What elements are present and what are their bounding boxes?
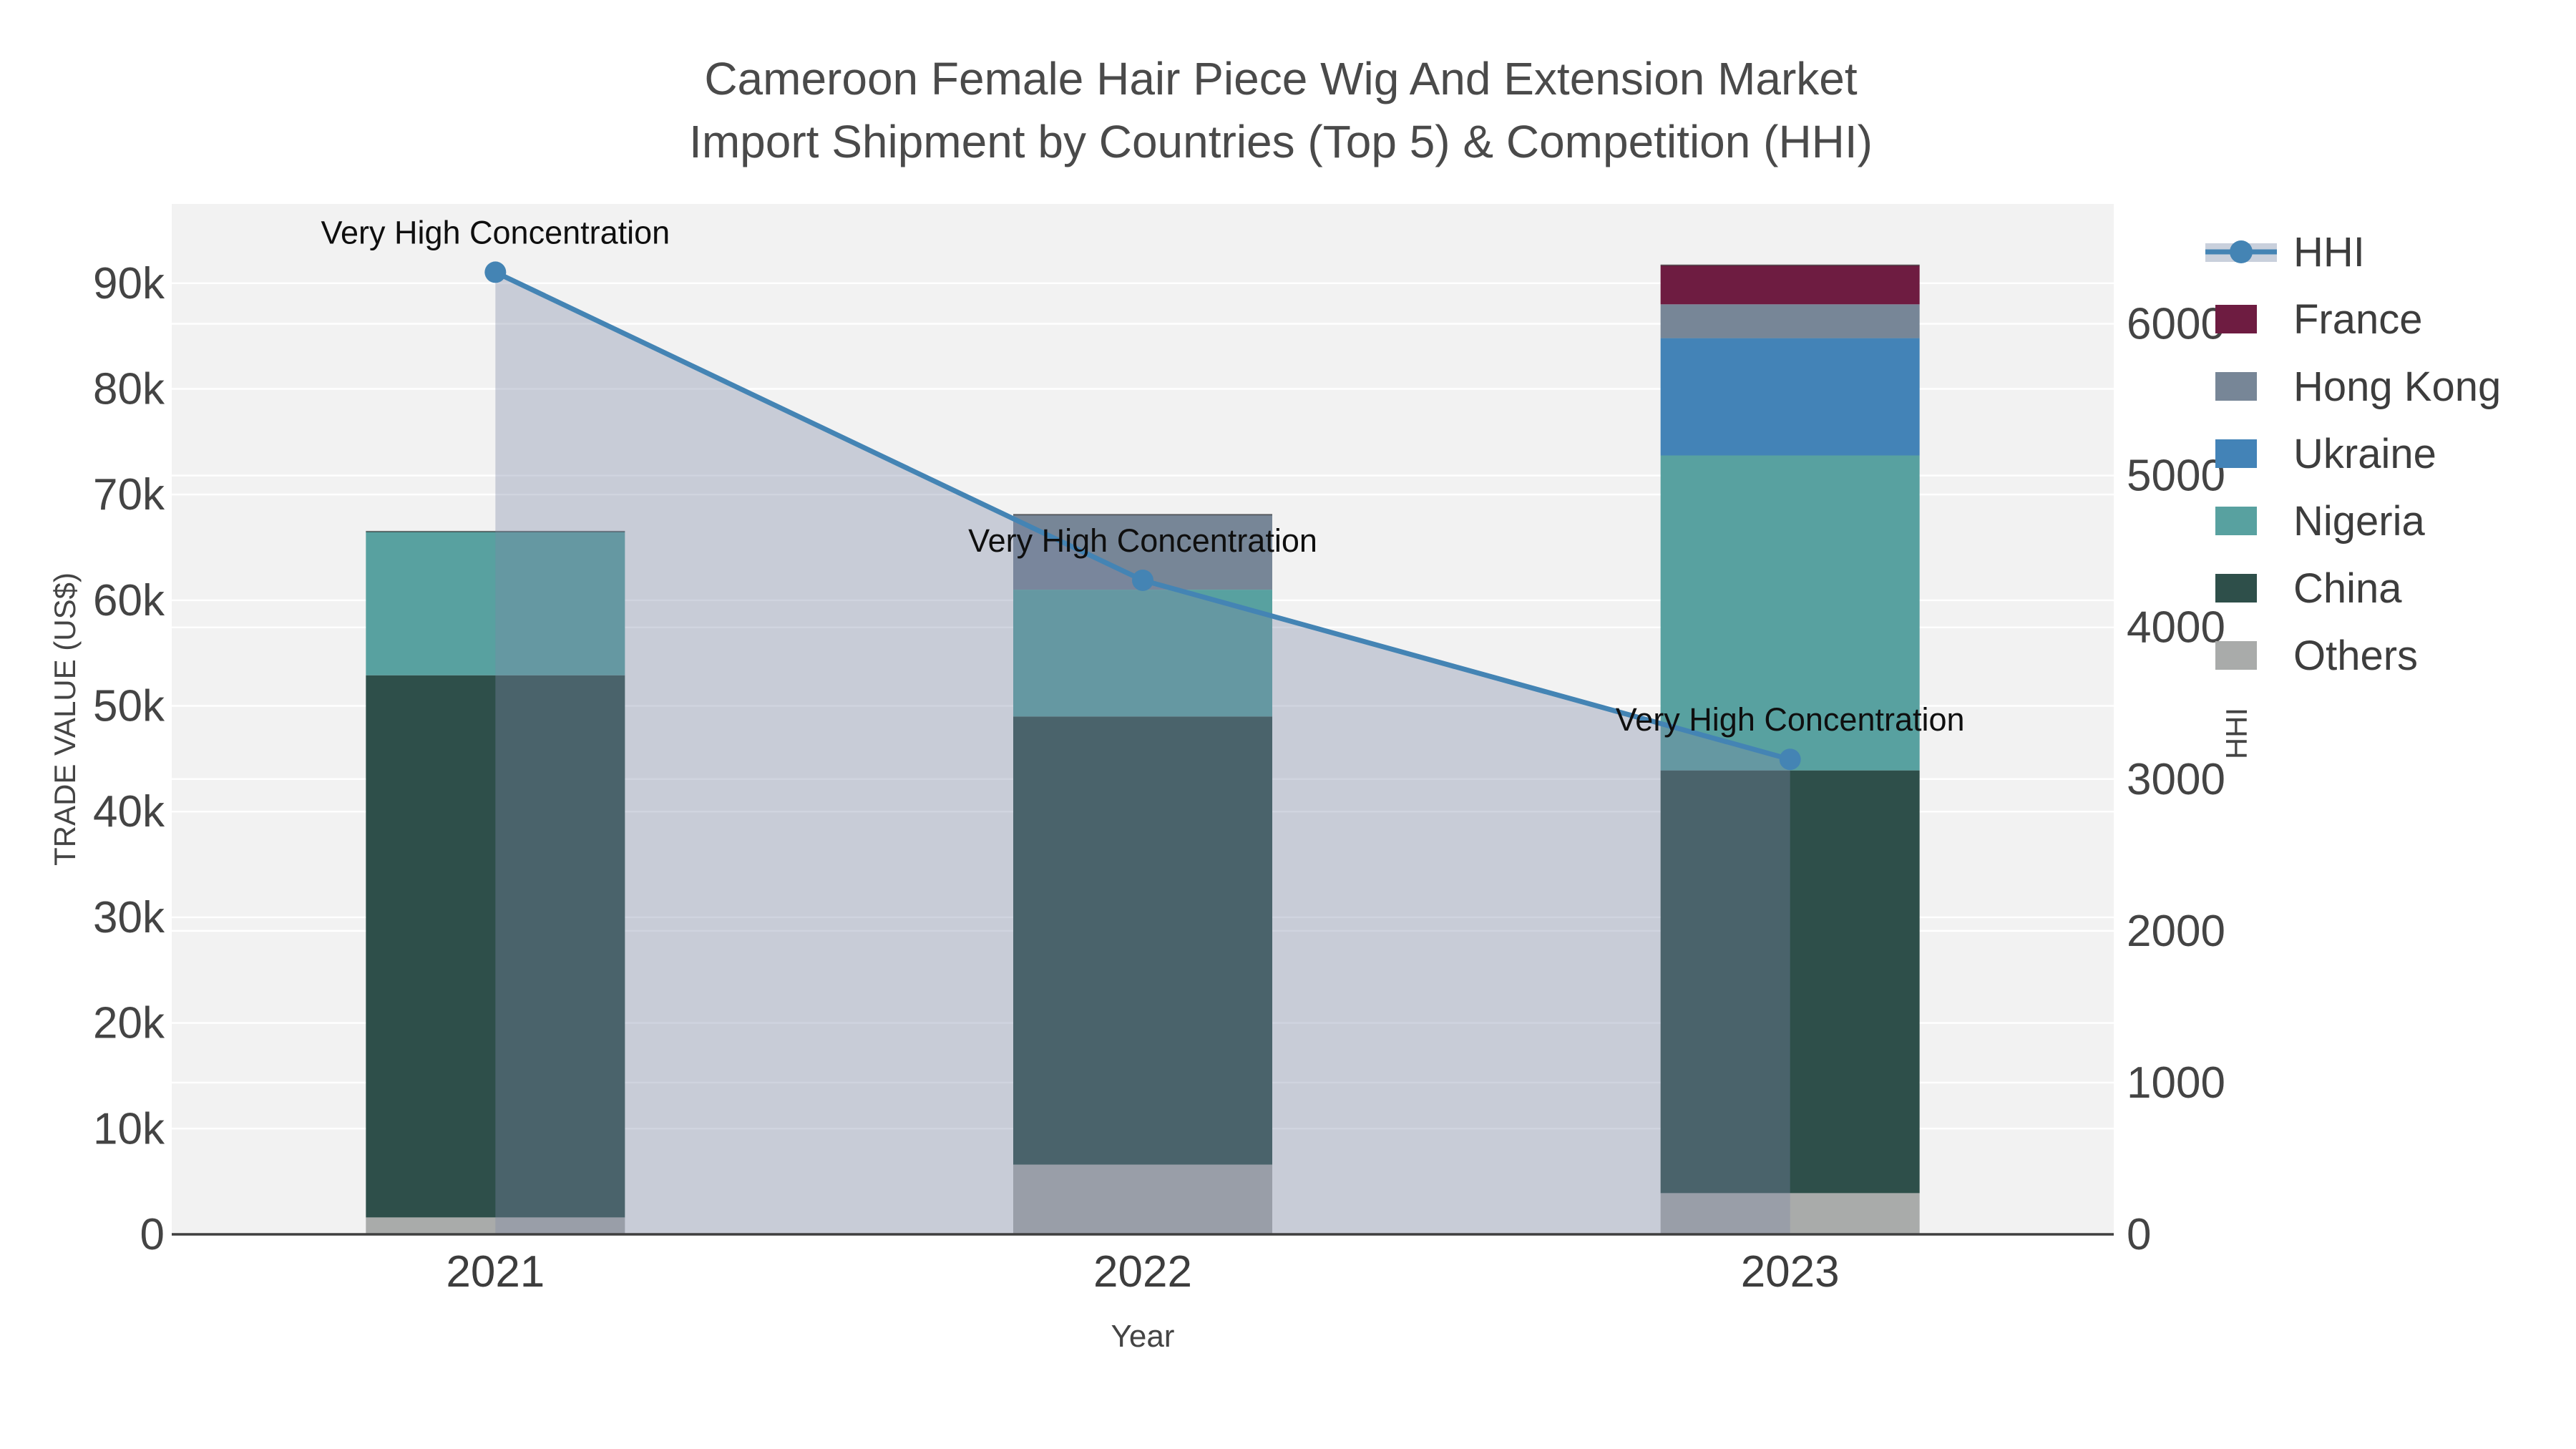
y-axis-title: TRADE VALUE (US$) xyxy=(48,572,82,866)
y2-axis-tick-1000: 1000 xyxy=(2127,1058,2225,1108)
legend-swatch-ukraine xyxy=(2215,439,2257,468)
bar-segment-hong-kong-2023[interactable] xyxy=(1660,304,1920,338)
bar-segment-china-2021[interactable] xyxy=(366,675,625,1218)
bar-segment-china-2022[interactable] xyxy=(1013,716,1272,1165)
legend-label-ukraine[interactable]: Ukraine xyxy=(2293,431,2436,477)
legend-label-china[interactable]: China xyxy=(2293,565,2402,612)
y-axis-tick-30k: 30k xyxy=(93,893,165,942)
bar-segment-others-2022[interactable] xyxy=(1013,1164,1272,1234)
legend-swatch-nigeria xyxy=(2215,507,2257,535)
y-axis-tick-10k: 10k xyxy=(93,1104,165,1153)
y-axis-tick-70k: 70k xyxy=(93,470,165,519)
legend-label-france[interactable]: France xyxy=(2293,296,2423,343)
y-axis-tick-0: 0 xyxy=(140,1210,165,1259)
y-axis-tick-40k: 40k xyxy=(93,787,165,836)
y2-axis-tick-3000: 3000 xyxy=(2127,755,2225,804)
bar-segment-france-2023[interactable] xyxy=(1660,265,1920,305)
bar-segment-nigeria-2021[interactable] xyxy=(366,531,625,675)
bar-segment-others-2021[interactable] xyxy=(366,1217,625,1234)
annotation-2023: Very High Concentration xyxy=(1616,701,1965,738)
y2-axis-tick-5000: 5000 xyxy=(2127,452,2225,501)
y-axis-tick-50k: 50k xyxy=(93,682,165,731)
y-axis-tick-90k: 90k xyxy=(93,259,165,308)
x-axis-tick-2022: 2022 xyxy=(1093,1247,1192,1297)
annotation-2021: Very High Concentration xyxy=(321,214,670,250)
legend-swatch-france xyxy=(2215,305,2257,333)
y2-axis-tick-6000: 6000 xyxy=(2127,300,2225,349)
legend-swatch-others xyxy=(2215,641,2257,670)
y-axis-tick-60k: 60k xyxy=(93,576,165,625)
hhi-marker-2023[interactable] xyxy=(1779,748,1801,771)
chart-title-line2: Import Shipment by Countries (Top 5) & C… xyxy=(689,116,1873,167)
x-axis-title: Year xyxy=(1111,1319,1175,1354)
bar-segment-china-2023[interactable] xyxy=(1660,770,1920,1194)
hhi-marker-2021[interactable] xyxy=(484,261,507,283)
legend-hhi-marker-icon xyxy=(2230,240,2253,263)
legend-label-nigeria[interactable]: Nigeria xyxy=(2293,498,2425,545)
y2-axis-tick-2000: 2000 xyxy=(2127,907,2225,956)
bar-segment-ukraine-2023[interactable] xyxy=(1660,338,1920,456)
bar-segment-nigeria-2023[interactable] xyxy=(1660,455,1920,771)
hhi-area-fill xyxy=(495,272,1790,1234)
y2-axis-tick-0: 0 xyxy=(2127,1210,2151,1259)
hhi-marker-2022[interactable] xyxy=(1132,569,1153,591)
legend-swatch-china xyxy=(2215,574,2257,602)
x-axis-tick-2021: 2021 xyxy=(446,1247,545,1297)
x-axis-tick-2023: 2023 xyxy=(1741,1247,1840,1297)
bar-segment-others-2023[interactable] xyxy=(1660,1193,1920,1234)
chart-title: Cameroon Female Hair Piece Wig And Exten… xyxy=(0,47,2562,173)
legend-label-hhi[interactable]: HHI xyxy=(2293,229,2365,275)
y-axis-tick-80k: 80k xyxy=(93,364,165,414)
y2-axis-title: HHI xyxy=(2220,708,2253,759)
y2-axis-tick-4000: 4000 xyxy=(2127,603,2225,653)
legend-swatch-hong-kong xyxy=(2215,372,2257,401)
bar-segment-nigeria-2022[interactable] xyxy=(1013,590,1272,717)
annotation-2022: Very High Concentration xyxy=(968,522,1317,559)
legend-label-others[interactable]: Others xyxy=(2293,633,2418,679)
legend-label-hong-kong[interactable]: Hong Kong xyxy=(2293,364,2501,410)
y-axis-tick-20k: 20k xyxy=(93,999,165,1048)
chart-title-line1: Cameroon Female Hair Piece Wig And Exten… xyxy=(704,53,1858,104)
